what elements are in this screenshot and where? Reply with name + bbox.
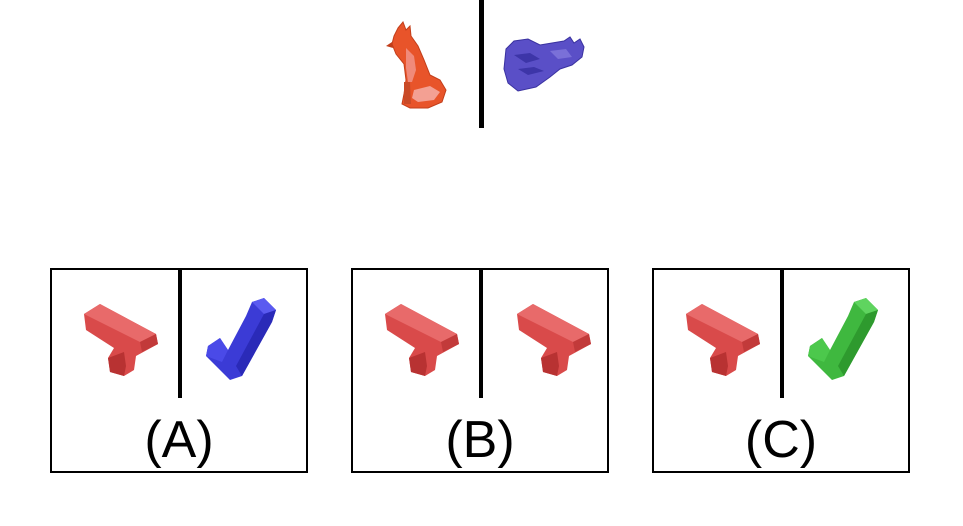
- option-a-divider: [178, 270, 182, 398]
- example-divider: [479, 0, 484, 128]
- option-b[interactable]: (B): [351, 268, 609, 473]
- option-b-label: (B): [445, 411, 515, 469]
- green-l-block: [808, 298, 878, 380]
- orange-fox-figure: [386, 21, 447, 109]
- option-a[interactable]: (A): [50, 268, 308, 473]
- option-a-label: (A): [144, 411, 214, 469]
- blue-l-block: [206, 298, 276, 380]
- option-c-label: (C): [744, 411, 818, 469]
- red-l-block: [84, 304, 158, 376]
- red-l-block-right: [517, 304, 591, 376]
- red-l-block-left: [385, 304, 459, 376]
- blue-fox-figure: [503, 36, 585, 92]
- option-b-divider: [479, 270, 483, 398]
- red-l-block: [686, 304, 760, 376]
- example-pair: [374, 0, 594, 130]
- option-c-divider: [780, 270, 784, 398]
- option-c[interactable]: (C): [652, 268, 910, 473]
